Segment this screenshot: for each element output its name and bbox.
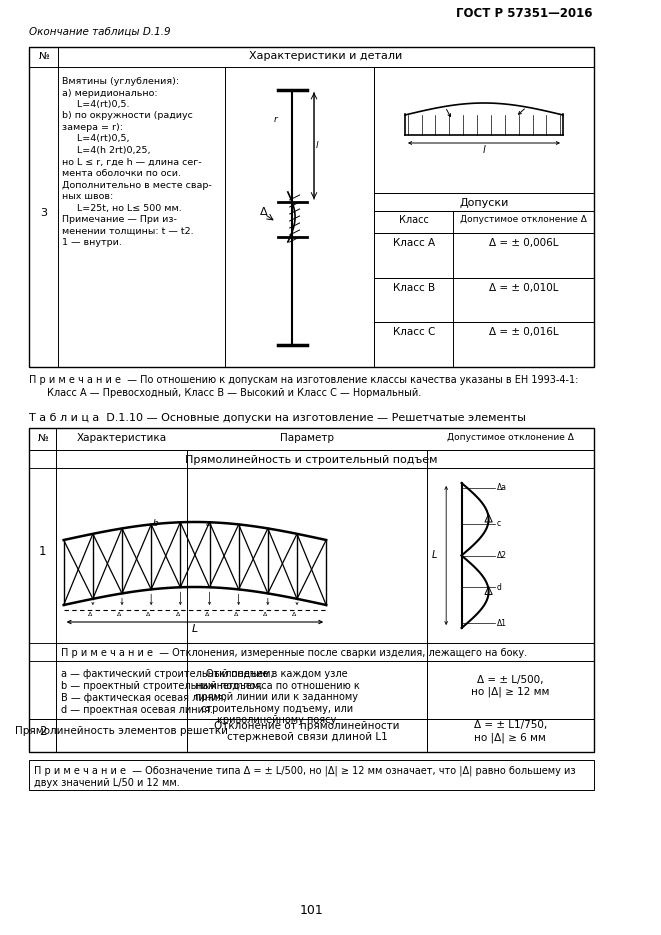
Text: П р и м е ч а н и е  — Обозначение типа Δ = ± L/500, но |Δ| ≥ 12 мм означает, чт: П р и м е ч а н и е — Обозначение типа Δ… xyxy=(34,765,576,775)
Text: Δ: Δ xyxy=(146,612,151,617)
Text: Δ: Δ xyxy=(88,612,93,617)
Text: Δ = ± 0,010L: Δ = ± 0,010L xyxy=(488,282,559,293)
Text: Δ: Δ xyxy=(117,612,122,617)
Text: Класс: Класс xyxy=(399,215,429,225)
Bar xyxy=(29,47,594,67)
Bar xyxy=(374,211,594,233)
Bar xyxy=(29,760,594,790)
Text: П р и м е ч а н и е  — Отклонения, измеренные после сварки изделия, лежащего на : П р и м е ч а н и е — Отклонения, измере… xyxy=(61,648,527,658)
Bar xyxy=(374,193,594,211)
Text: L=25t, но L≤ 500 мм.: L=25t, но L≤ 500 мм. xyxy=(62,204,182,212)
Text: b) по окружности (радиус: b) по окружности (радиус xyxy=(62,111,193,121)
Text: b — проектный строительный подъем;: b — проектный строительный подъем; xyxy=(61,681,262,691)
Text: замера = r):: замера = r): xyxy=(62,123,123,132)
Text: l: l xyxy=(483,145,485,155)
Text: d: d xyxy=(497,583,502,592)
Text: Δ: Δ xyxy=(260,207,268,217)
Bar xyxy=(374,323,594,367)
Text: менении толщины: t — t2.: менении толщины: t — t2. xyxy=(62,226,194,236)
Text: Δ: Δ xyxy=(234,612,238,617)
Text: Прямолинейность элементов решетки: Прямолинейность элементов решетки xyxy=(15,726,229,737)
Text: Класс A: Класс A xyxy=(393,238,435,248)
Text: Класс B: Класс B xyxy=(393,282,435,293)
Text: а) меридионально:: а) меридионально: xyxy=(62,89,157,97)
Text: B — фактическая осевая линия;: B — фактическая осевая линия; xyxy=(61,693,227,703)
Text: L=4(h 2rt)0,25,: L=4(h 2rt)0,25, xyxy=(62,146,150,155)
Text: Отклонение от прямолинейности
стержневой связи длиной L1: Отклонение от прямолинейности стержневой… xyxy=(214,721,400,742)
Bar xyxy=(29,450,594,468)
Text: Вмятины (углубления):: Вмятины (углубления): xyxy=(62,77,179,86)
Text: b: b xyxy=(153,519,159,528)
Text: 1 — внутри.: 1 — внутри. xyxy=(62,238,122,247)
Text: Прямолинейность и строительный подъем: Прямолинейность и строительный подъем xyxy=(185,455,438,465)
Text: мента оболочки по оси.: мента оболочки по оси. xyxy=(62,169,181,178)
Text: L=4(rt)0,5.: L=4(rt)0,5. xyxy=(62,100,130,109)
Text: 1: 1 xyxy=(39,545,47,558)
Text: №: № xyxy=(38,51,49,61)
Text: Допустимое отклонение Δ: Допустимое отклонение Δ xyxy=(447,433,574,442)
Text: Δ2: Δ2 xyxy=(497,551,507,560)
Bar xyxy=(29,468,594,643)
Text: d — проектная осевая линия.: d — проектная осевая линия. xyxy=(61,705,213,715)
Text: Δ: Δ xyxy=(176,612,180,617)
Text: П р и м е ч а н и е  — По отношению к допускам на изготовление классы качества у: П р и м е ч а н и е — По отношению к доп… xyxy=(29,375,579,385)
Text: 2: 2 xyxy=(39,725,47,738)
Text: r: r xyxy=(274,114,277,123)
Text: Класс A — Превосходный, Класс B — Высокий и Класс C — Нормальный.: Класс A — Превосходный, Класс B — Высоки… xyxy=(48,388,422,398)
Text: Примечание — При из-: Примечание — При из- xyxy=(62,215,176,224)
Text: L=4(rt)0,5,: L=4(rt)0,5, xyxy=(62,135,130,143)
Text: двух значений L/50 и 12 мм.: двух значений L/50 и 12 мм. xyxy=(34,778,180,788)
Text: 101: 101 xyxy=(299,904,323,917)
Text: 3: 3 xyxy=(40,208,48,218)
Text: Допустимое отклонение Δ: Допустимое отклонение Δ xyxy=(460,215,587,224)
Text: a: a xyxy=(206,519,211,528)
Text: a — фактический строительный подъем;: a — фактический строительный подъем; xyxy=(61,669,274,679)
Bar xyxy=(29,428,594,450)
Text: Δ1: Δ1 xyxy=(497,618,507,627)
Text: Характеристика: Характеристика xyxy=(77,433,167,443)
Text: Δ = ± 0,006L: Δ = ± 0,006L xyxy=(488,238,559,248)
Text: L: L xyxy=(432,551,437,560)
Bar xyxy=(374,67,594,193)
Bar xyxy=(29,661,594,719)
Text: Δ = ± 0,016L: Δ = ± 0,016L xyxy=(488,327,559,338)
Bar xyxy=(29,47,594,367)
Text: Допуски: Допуски xyxy=(459,198,509,208)
Text: №: № xyxy=(38,433,48,443)
Text: L: L xyxy=(192,624,198,634)
Bar xyxy=(29,428,594,752)
Bar xyxy=(374,233,594,278)
Text: Δ: Δ xyxy=(205,612,209,617)
Text: Т а б л и ц а  D.1.10 — Основные допуски на изготовление — Решетчатые элементы: Т а б л и ц а D.1.10 — Основные допуски … xyxy=(29,413,526,423)
Text: ГОСТ Р 57351—2016: ГОСТ Р 57351—2016 xyxy=(455,7,592,20)
Text: Параметр: Параметр xyxy=(280,433,334,443)
Text: ных швов:: ных швов: xyxy=(62,192,113,201)
Bar xyxy=(29,643,594,661)
Text: Δ = ± L/500,
но |Δ| ≥ 12 мм: Δ = ± L/500, но |Δ| ≥ 12 мм xyxy=(471,675,549,698)
Text: Δa: Δa xyxy=(497,483,507,493)
Text: Окончание таблицы D.1.9: Окончание таблицы D.1.9 xyxy=(29,27,171,37)
Bar xyxy=(29,719,594,752)
Bar xyxy=(374,278,594,323)
Text: Δ = ± L1/750,
но |Δ| ≥ 6 мм: Δ = ± L1/750, но |Δ| ≥ 6 мм xyxy=(473,721,547,742)
Text: Дополнительно в месте свар-: Дополнительно в месте свар- xyxy=(62,180,212,190)
Text: Δ: Δ xyxy=(263,612,267,617)
Text: Δ: Δ xyxy=(292,612,296,617)
Text: Класс C: Класс C xyxy=(393,327,435,338)
Text: Характеристики и детали: Характеристики и детали xyxy=(249,51,403,61)
Text: l: l xyxy=(316,141,319,151)
Text: Отклонение в каждом узле
нижнего пояса по отношению к
прямой линии или к заданно: Отклонение в каждом узле нижнего пояса п… xyxy=(194,669,360,726)
Text: но L ≤ r, где h — длина сег-: но L ≤ r, где h — длина сег- xyxy=(62,157,202,166)
Text: c: c xyxy=(497,519,501,528)
